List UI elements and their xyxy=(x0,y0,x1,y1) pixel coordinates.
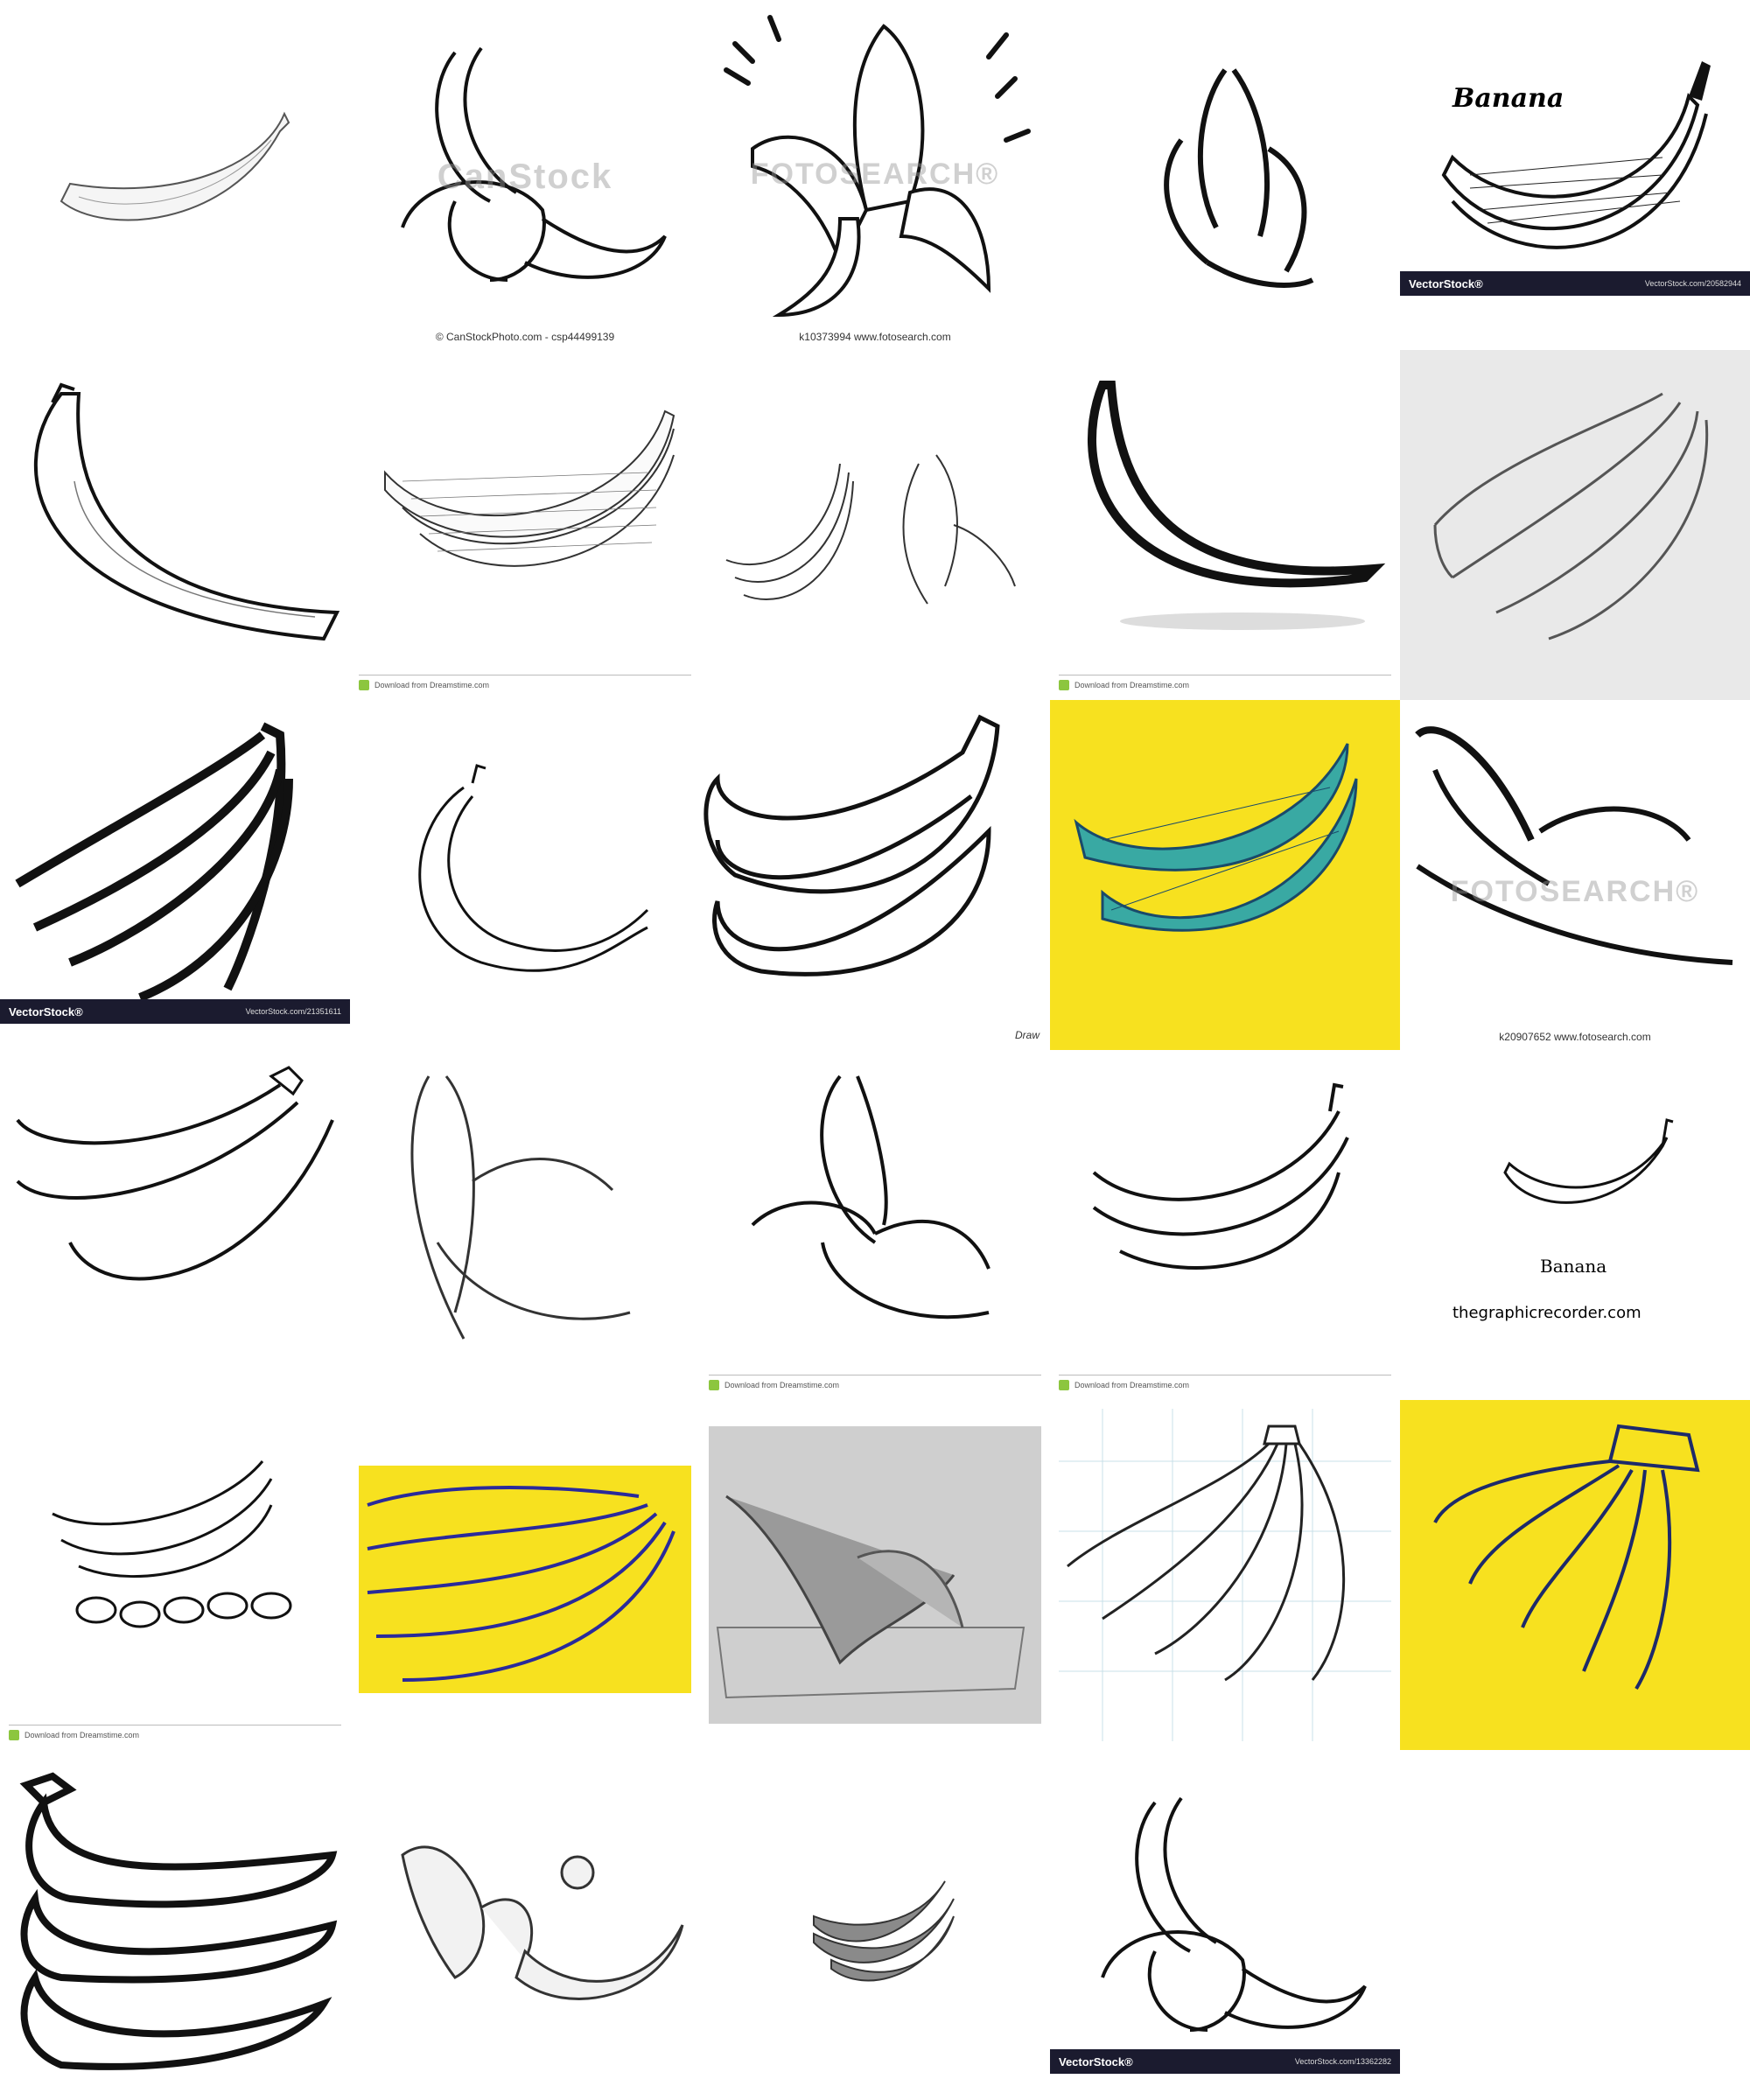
banana-bunch-hatched xyxy=(384,410,676,567)
image-tile[interactable]: VectorStock® VectorStock.com/21351611 xyxy=(0,700,350,1050)
vectorstock-url: VectorStock.com/13362282 xyxy=(1294,2057,1391,2066)
image-tile[interactable] xyxy=(1050,0,1400,350)
image-tile[interactable] xyxy=(0,350,350,700)
banana-sketch-pair xyxy=(725,454,1016,605)
dreamstime-bar: Download from Dreamstime.com xyxy=(9,1725,341,1745)
banana-bunch-scribble xyxy=(418,764,649,972)
dreamstime-logo-icon xyxy=(1059,680,1069,690)
banana-peeled-outline-2 xyxy=(1101,1796,1367,2032)
banana-pencil-gray xyxy=(716,1494,1026,1699)
banana-small-gray-bunch xyxy=(813,1880,955,1982)
image-tile[interactable]: Banana VectorStock® VectorStock.com/2058… xyxy=(1400,0,1750,350)
image-tile[interactable]: Download from Dreamstime.com xyxy=(700,1050,1050,1400)
dreamstime-text: Download from Dreamstime.com xyxy=(374,681,490,690)
dreamstime-bar: Download from Dreamstime.com xyxy=(1059,675,1391,695)
image-tile[interactable]: VectorStock® VectorStock.com/13362282 xyxy=(1050,1750,1400,2100)
banana-small-drawing xyxy=(1503,1118,1674,1204)
vectorstock-url: VectorStock.com/21351611 xyxy=(245,1007,341,1016)
image-tile[interactable] xyxy=(1400,350,1750,700)
image-tile[interactable] xyxy=(1050,1400,1400,1750)
graphic-recorder-text: thegraphicrecorder.com xyxy=(1452,1304,1642,1322)
image-tile[interactable] xyxy=(700,1400,1050,1750)
dreamstime-text: Download from Dreamstime.com xyxy=(724,1381,840,1390)
banana-pencil-bunch xyxy=(1433,392,1709,640)
image-tile[interactable] xyxy=(350,1050,700,1400)
banana-bunch-cartoon xyxy=(704,714,1000,976)
image-tile[interactable] xyxy=(350,1750,700,2100)
dreamstime-logo-icon xyxy=(709,1380,719,1390)
dreamstime-bar: Download from Dreamstime.com xyxy=(359,675,691,695)
image-tile-empty xyxy=(1400,1750,1750,2100)
dreamstime-text: Download from Dreamstime.com xyxy=(1074,1381,1190,1390)
vectorstock-brand: VectorStock® xyxy=(1409,276,1483,290)
banana-peeled-sketch xyxy=(751,1074,990,1320)
banana-peeled-shine xyxy=(724,15,1031,318)
banana-bunch-engraved xyxy=(1441,61,1711,249)
image-tile[interactable]: Draw xyxy=(700,700,1050,1050)
image-tile[interactable]: FOTOSEARCH® k20907652 www.fotosearch.com xyxy=(1400,700,1750,1050)
image-tile[interactable] xyxy=(1050,700,1400,1050)
draw-mark: Draw xyxy=(1014,1029,1040,1041)
image-tile[interactable] xyxy=(1400,1400,1750,1750)
yellow-panel xyxy=(359,1466,691,1693)
image-tile[interactable]: Download from Dreamstime.com xyxy=(1050,350,1400,700)
watermark: FOTOSEARCH® xyxy=(750,158,1000,191)
image-tile[interactable]: Banana thegraphicrecorder.com xyxy=(1400,1050,1750,1400)
banana-peeled-simple xyxy=(1164,68,1314,288)
banana-bunch-heavy-ink xyxy=(15,722,293,1002)
image-caption: k10373994 www.fotosearch.com xyxy=(799,331,951,343)
banana-bunch-blue-outline xyxy=(367,1486,676,1682)
dreamstime-logo-icon xyxy=(1059,1380,1069,1390)
banana-peeled-outline xyxy=(401,46,667,282)
vectorstock-brand: VectorStock® xyxy=(9,1004,83,1018)
dreamstime-logo-icon xyxy=(9,1730,19,1740)
banana-peeled-pencil xyxy=(410,1075,631,1340)
banana-sketch-single xyxy=(60,111,290,221)
image-caption: © CanStockPhoto.com - csp44499139 xyxy=(435,331,615,343)
banana-teal-on-yellow xyxy=(1074,743,1358,932)
vectorstock-bar: VectorStock® VectorStock.com/13362282 xyxy=(1050,2049,1400,2074)
image-tile[interactable] xyxy=(700,350,1050,700)
vectorstock-bar: VectorStock® VectorStock.com/21351611 xyxy=(0,999,350,1024)
vectorstock-bar: VectorStock® VectorStock.com/20582944 xyxy=(1400,271,1750,296)
image-tile[interactable] xyxy=(0,1050,350,1400)
image-tile[interactable]: Download from Dreamstime.com xyxy=(0,1400,350,1750)
image-tile[interactable]: Download from Dreamstime.com xyxy=(1050,1050,1400,1400)
image-caption: k20907652 www.fotosearch.com xyxy=(1499,1031,1651,1043)
image-tile[interactable] xyxy=(0,0,350,350)
banana-engraved-slices xyxy=(52,1460,292,1628)
banana-title: Banana xyxy=(1452,83,1564,114)
dreamstime-text: Download from Dreamstime.com xyxy=(1074,681,1190,690)
watermark: CanStock xyxy=(437,158,613,196)
banana-single-outline-large xyxy=(34,382,340,641)
banana-handwritten-label: Banana xyxy=(1540,1256,1607,1277)
vectorstock-brand: VectorStock® xyxy=(1059,2054,1133,2068)
image-tile[interactable] xyxy=(350,700,700,1050)
banana-bold-outline xyxy=(1088,381,1386,630)
watermark: FOTOSEARCH® xyxy=(1450,875,1700,908)
banana-peeled-brush xyxy=(1415,726,1733,965)
banana-bunch-navy-on-yellow xyxy=(1433,1424,1700,1690)
image-tile[interactable] xyxy=(700,1750,1050,2100)
banana-bunch-outline xyxy=(16,1066,334,1281)
vectorstock-url: VectorStock.com/20582944 xyxy=(1644,279,1741,288)
dreamstime-logo-icon xyxy=(359,680,369,690)
dreamstime-text: Download from Dreamstime.com xyxy=(24,1731,140,1740)
banana-bunch-grid-drawing xyxy=(1059,1409,1391,1741)
dreamstime-bar: Download from Dreamstime.com xyxy=(1059,1375,1391,1395)
image-tile[interactable]: Download from Dreamstime.com xyxy=(350,350,700,700)
banana-bunch-heavy-outline xyxy=(19,1772,338,2070)
image-tile[interactable]: CanStock © CanStockPhoto.com - csp444991… xyxy=(350,0,700,350)
banana-bunch-sketch xyxy=(1092,1082,1349,1270)
image-tile[interactable] xyxy=(0,1750,350,2100)
banana-peeled-with-slice xyxy=(401,1845,684,2000)
image-tile[interactable] xyxy=(350,1400,700,1750)
image-tile[interactable]: FOTOSEARCH® k10373994 www.fotosearch.com xyxy=(700,0,1050,350)
dreamstime-bar: Download from Dreamstime.com xyxy=(709,1375,1041,1395)
